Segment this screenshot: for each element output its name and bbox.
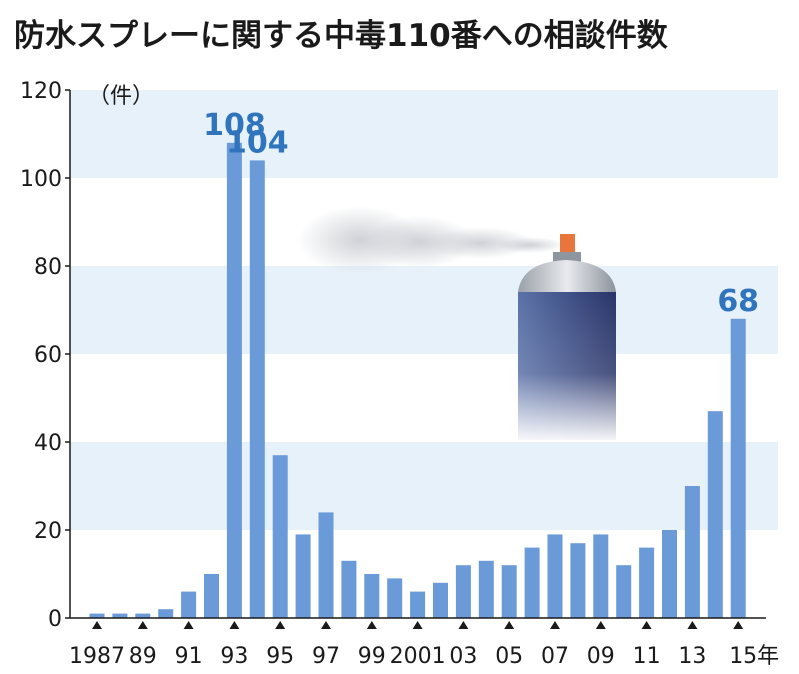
x-tick-label: 97 — [312, 644, 340, 669]
x-tick-label: 2001 — [390, 644, 446, 669]
bar-1999 — [364, 574, 380, 618]
x-tick-marker — [137, 621, 148, 629]
x-tick-marker — [229, 621, 240, 629]
y-tick-label: 80 — [34, 255, 62, 280]
y-tick-label: 0 — [48, 607, 62, 632]
x-tick-marker — [366, 621, 377, 629]
bar-2011 — [639, 547, 655, 618]
bar-1994 — [249, 160, 265, 618]
x-tick-label: 07 — [541, 644, 569, 669]
x-tick-markers — [92, 621, 744, 629]
x-tick-marker — [641, 621, 652, 629]
bar-1988 — [112, 613, 128, 618]
bar-1989 — [135, 613, 151, 618]
x-tick-label: 05 — [495, 644, 523, 669]
grid-bands — [70, 90, 778, 530]
x-tick-label: 93 — [220, 644, 248, 669]
x-tick-label: 03 — [449, 644, 477, 669]
x-tick-marker — [458, 621, 469, 629]
bar-1990 — [158, 609, 174, 618]
y-axis-ticks: 0 20 40 60 80 100 120 — [20, 79, 70, 632]
bar-2010 — [616, 565, 632, 618]
x-tick-marker — [595, 621, 606, 629]
y-tick-label: 20 — [34, 519, 62, 544]
bar-2000 — [387, 578, 403, 618]
bar-2003 — [455, 565, 471, 618]
bar-1987 — [89, 613, 105, 618]
x-tick-label: 89 — [129, 644, 157, 669]
bar-1992 — [204, 574, 219, 618]
grid-band — [70, 90, 778, 178]
x-tick-marker — [504, 621, 515, 629]
x-tick-label: 91 — [175, 644, 203, 669]
bar-1995 — [272, 455, 288, 618]
data-label-1993: 108 — [203, 108, 266, 143]
x-tick-marker — [687, 621, 698, 629]
bar-1991 — [181, 591, 197, 618]
x-tick-label: 15年 — [729, 644, 779, 669]
x-tick-marker — [92, 621, 102, 629]
bars — [89, 142, 746, 619]
bar-2005 — [501, 565, 517, 618]
bar-2013 — [684, 486, 700, 618]
x-tick-marker — [412, 621, 423, 629]
bar-2006 — [524, 547, 540, 618]
bar-2004 — [478, 560, 494, 618]
grid-band — [70, 442, 778, 530]
spray-can-icon — [298, 206, 616, 440]
data-label-2015: 68 — [717, 284, 759, 319]
data-label-1994: 104 — [226, 125, 289, 160]
bar-1993 — [226, 142, 242, 619]
x-tick-label: 13 — [678, 644, 706, 669]
grid-band — [70, 266, 778, 354]
x-tick-marker — [275, 621, 286, 629]
x-tick-marker — [550, 621, 560, 629]
x-axis-labels: 1987 89 91 93 95 97 99 2001 03 05 07 09 11 13 15年 — [69, 644, 779, 669]
x-tick-marker — [183, 621, 194, 629]
bar-2002 — [433, 582, 448, 618]
y-tick-label: 120 — [20, 79, 62, 104]
y-tick-label: 40 — [34, 431, 62, 456]
spray-can-shoulder — [518, 260, 616, 292]
bar-2007 — [547, 534, 563, 618]
bar-2012 — [662, 530, 677, 618]
y-unit-label: （件） — [88, 84, 154, 109]
spray-cap — [553, 252, 581, 262]
bar-1996 — [295, 534, 311, 618]
y-tick-label: 60 — [34, 343, 62, 368]
spray-nozzle — [560, 234, 575, 254]
bar-2001 — [410, 591, 426, 618]
bar-2009 — [593, 534, 609, 618]
bar-2014 — [707, 411, 723, 618]
x-tick-label: 1987 — [69, 644, 125, 669]
chart-title: 防水スプレーに関する中毒110番への相談件数 — [14, 18, 668, 54]
bar-2008 — [570, 543, 586, 618]
x-tick-label: 99 — [358, 644, 386, 669]
x-tick-marker — [733, 621, 744, 629]
spray-mist-stream — [495, 237, 565, 253]
x-tick-marker — [321, 621, 331, 629]
bar-1998 — [341, 560, 357, 618]
bar-1997 — [318, 512, 334, 618]
x-tick-label: 11 — [633, 644, 661, 669]
x-tick-label: 09 — [587, 644, 615, 669]
x-tick-label: 95 — [266, 644, 294, 669]
y-tick-label: 100 — [20, 167, 62, 192]
bar-2015 — [730, 318, 746, 618]
